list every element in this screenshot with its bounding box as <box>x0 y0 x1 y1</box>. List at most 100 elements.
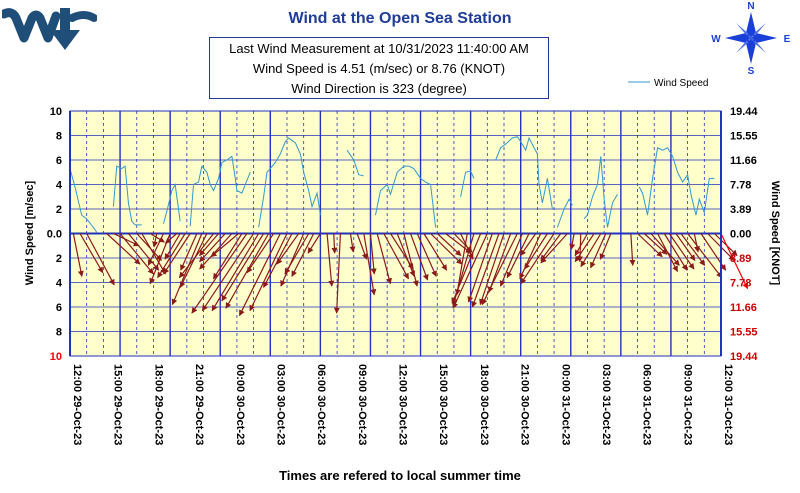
wind-speed-line <box>495 136 553 210</box>
wind-direction-arrow <box>506 233 530 279</box>
left-tick-label: 2 <box>56 253 62 265</box>
wind-speed-line <box>583 156 618 228</box>
wind-speed-line <box>69 168 98 233</box>
wind-direction-arrow <box>454 233 468 296</box>
wind-direction-arrow <box>680 233 706 266</box>
wind-direction-arrow <box>276 233 300 265</box>
x-tick-label: 03:00 30-Oct-23 <box>274 364 286 445</box>
wind-speed-line <box>460 170 475 197</box>
legend-wind-speed: Wind Speed <box>654 78 708 89</box>
x-tick-label: 00:00 30-Oct-23 <box>234 364 246 445</box>
right-tick-label: 19.44 <box>730 351 758 363</box>
left-tick-label: 6 <box>56 302 62 314</box>
wind-speed-line <box>374 165 437 228</box>
axes: 10 8 6 4 2 0.0 2 4 6 8 10 19.44 15.55 11.66 7.78 3.89 0.… <box>47 106 759 445</box>
wind-direction-arrow <box>416 233 437 277</box>
wind-direction-arrow <box>452 233 488 309</box>
wind-direction-arrow <box>693 233 700 253</box>
x-tick-label: 03:00 31-Oct-23 <box>600 364 612 445</box>
left-tick-label: 6 <box>56 155 62 167</box>
compass-rose-icon: N S E W <box>711 1 791 77</box>
wind-direction-arrow <box>106 233 141 265</box>
wind-direction-arrow <box>520 233 537 257</box>
y-axis-label-left: Wind Speed [m/sec] <box>24 180 36 285</box>
wind-direction-arrow <box>152 233 159 248</box>
left-tick-label: 4 <box>56 278 63 290</box>
wind-direction-arrow <box>363 233 377 296</box>
wind-direction-arrow <box>180 233 198 271</box>
wind-direction-arrow <box>520 233 555 285</box>
wind-direction-arrow <box>574 233 588 257</box>
wind-direction-arrow <box>650 233 680 266</box>
wind-speed-line <box>556 198 573 228</box>
wind-speed-series <box>69 136 715 233</box>
wind-direction-arrow <box>113 232 140 247</box>
wind-direction-arrow <box>119 233 154 275</box>
wind-direction-arrow <box>178 233 215 279</box>
wind-direction-arrow <box>163 233 191 275</box>
wind-direction-arrow <box>599 233 612 260</box>
wind-direction-arrow <box>307 233 321 254</box>
y-axis-label-right: Wind Speed [KNOT] <box>769 181 781 286</box>
chart-title: Wind at the Open Sea Station <box>288 10 512 27</box>
x-tick-label: 18:00 30-Oct-23 <box>478 364 490 445</box>
x-axis-title: Times are refered to local summer time <box>279 468 521 483</box>
wind-direction-arrow <box>668 233 695 270</box>
x-tick-label: 12:00 31-Oct-23 <box>722 364 734 445</box>
wind-direction-arrow <box>423 233 448 271</box>
wind-direction-arrow <box>79 233 104 274</box>
wind-speed-line <box>112 165 142 226</box>
wind-direction-arrow <box>396 233 416 277</box>
wind-direction-arrow <box>86 233 115 286</box>
wind-direction-arrow <box>164 233 181 260</box>
wind-direction-arrow <box>164 233 178 244</box>
left-tick-label: 2 <box>56 204 62 216</box>
wind-direction-arrow <box>199 233 226 263</box>
wind-direction-arrow <box>430 233 463 265</box>
wind-direction-arrow <box>436 233 462 256</box>
x-tick-label: 00:00 31-Oct-23 <box>559 364 571 445</box>
wind-direction-arrow <box>481 233 518 306</box>
right-tick-label: 11.66 <box>730 155 757 167</box>
right-tick-label: 15.55 <box>730 327 758 339</box>
wind-direction-arrow <box>460 233 474 260</box>
wind-direction-arrow <box>637 233 663 258</box>
wind-direction-arrow <box>499 233 523 287</box>
wind-direction-arrow <box>179 233 208 288</box>
wind-direction-arrow <box>479 233 505 306</box>
wind-direction-arrow <box>403 233 419 287</box>
x-tick-label: 15:00 30-Oct-23 <box>437 364 449 445</box>
x-tick-label: 06:00 31-Oct-23 <box>641 364 653 445</box>
wind-direction-arrow <box>471 233 500 308</box>
x-tick-label: 21:00 29-Oct-23 <box>193 364 205 445</box>
last-measurement-box: Last Wind Measurement at 10/31/2023 11:4… <box>209 37 549 99</box>
wind-direction-arrow <box>569 233 576 251</box>
right-tick-label: 11.66 <box>730 302 757 314</box>
wind-direction-arrow <box>349 233 356 253</box>
compass-s: S <box>748 66 755 77</box>
wind-speed-line <box>258 137 321 228</box>
wind-direction-arrow <box>369 233 377 275</box>
wind-direction-arrow <box>212 233 243 280</box>
compass-n: N <box>747 1 754 12</box>
compass-e: E <box>784 34 791 45</box>
wind-direction-arrow <box>280 233 305 287</box>
wind-direction-arrow <box>643 233 668 255</box>
wind-direction-arrow <box>284 233 310 275</box>
wind-direction-arrow <box>720 233 749 290</box>
x-tick-label: 18:00 29-Oct-23 <box>152 364 164 445</box>
x-tick-label: 12:00 30-Oct-23 <box>397 364 409 445</box>
wind-direction-arrow <box>331 233 338 254</box>
last-measurement-time: Last Wind Measurement at 10/31/2023 11:4… <box>229 41 529 56</box>
right-tick-label: 3.89 <box>730 204 751 216</box>
wind-direction-arrow <box>524 233 548 270</box>
x-tick-label: 09:00 31-Oct-23 <box>681 364 693 445</box>
wind-direction-arrow <box>127 233 160 271</box>
wind-direction-arrow <box>191 233 248 314</box>
wind-direction-arrow <box>629 233 636 266</box>
right-tick-label: 0.00 <box>730 229 751 241</box>
left-tick-label: 0.0 <box>47 229 62 241</box>
wind-direction-arrow <box>687 233 723 279</box>
wind-direction-arrow <box>221 233 265 302</box>
wind-direction-arrow <box>467 233 493 303</box>
